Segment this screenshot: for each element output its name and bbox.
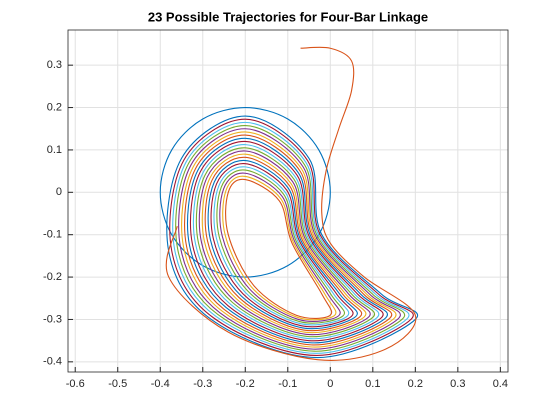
trajectory-line: [184, 134, 393, 346]
x-tick-label: -0.5: [108, 378, 127, 390]
trajectory-line: [195, 147, 376, 338]
y-tick-label: 0.3: [47, 59, 62, 71]
x-tick-label: 0.2: [408, 378, 423, 390]
trajectory-line: [192, 144, 380, 340]
trajectory-line: [204, 156, 363, 332]
trajectory-line: [175, 125, 406, 352]
x-tick-label: -0.1: [278, 378, 297, 390]
x-tick-label: -0.2: [236, 378, 255, 390]
trajectory-line: [213, 166, 350, 326]
chart-title: 23 Possible Trajectories for Four-Bar Li…: [148, 9, 428, 24]
trajectory-line: [189, 140, 384, 342]
y-tick-label: -0.1: [43, 229, 62, 241]
trajectory-line: [169, 118, 414, 357]
trajectory-line: [222, 175, 337, 321]
trajectory-line: [159, 107, 331, 278]
y-tick-label: -0.4: [43, 356, 62, 368]
y-tick-label: 0.1: [47, 144, 62, 156]
x-tick-label: 0.4: [493, 378, 508, 390]
trajectory-line: [210, 163, 354, 328]
trajectory-line: [225, 178, 333, 319]
y-tick-label: 0.2: [47, 101, 62, 113]
trajectory-line: [219, 172, 341, 322]
x-tick-label: -0.6: [66, 378, 85, 390]
trajectory-line: [181, 131, 397, 348]
trajectory-line: [187, 137, 388, 344]
y-tick-label: 0: [56, 186, 62, 198]
trajectory-line: [198, 150, 371, 336]
trajectory-line: [207, 159, 358, 330]
trajectory-line: [201, 153, 367, 334]
trajectory-line: [166, 115, 419, 359]
y-tick-label: -0.3: [43, 313, 62, 325]
trajectory-line: [216, 169, 345, 324]
y-tick-label: -0.2: [43, 271, 62, 283]
x-tick-label: -0.3: [193, 378, 212, 390]
x-tick-label: 0.1: [365, 378, 380, 390]
x-tick-label: -0.4: [151, 378, 170, 390]
trajectory-line: [172, 121, 410, 354]
trajectory-line: [165, 46, 417, 361]
axes-box: [67, 29, 509, 373]
x-tick-label: 0.3: [450, 378, 465, 390]
x-tick-label: 0: [327, 378, 333, 390]
trajectory-line: [178, 128, 401, 350]
